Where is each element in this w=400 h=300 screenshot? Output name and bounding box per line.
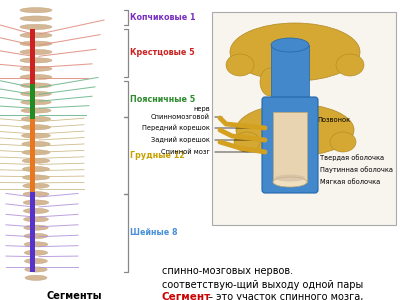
Ellipse shape (25, 259, 47, 264)
Text: Сегменты: Сегменты (46, 291, 102, 300)
Bar (30, 28, 35, 84)
Text: Копчиковые 1: Копчиковые 1 (130, 13, 196, 22)
Bar (30, 118, 35, 192)
Text: Задний корешок: Задний корешок (151, 137, 210, 143)
Ellipse shape (21, 108, 51, 113)
Ellipse shape (22, 133, 50, 138)
Ellipse shape (271, 38, 309, 52)
Text: спинно-мозговых нервов.: спинно-мозговых нервов. (162, 266, 293, 277)
Text: Передний корешок: Передний корешок (142, 125, 210, 131)
Text: Паутинная оболочка: Паутинная оболочка (320, 167, 393, 173)
FancyBboxPatch shape (262, 97, 318, 193)
Ellipse shape (24, 225, 48, 230)
Text: Шейные 8: Шейные 8 (130, 228, 178, 237)
Ellipse shape (336, 54, 364, 76)
Ellipse shape (275, 175, 305, 182)
Bar (273, 112, 307, 182)
Ellipse shape (22, 167, 50, 172)
Text: соответствую-щий выходу одной пары: соответствую-щий выходу одной пары (162, 280, 363, 290)
Text: Спинномозговой: Спинномозговой (151, 114, 210, 120)
Text: Сегмент: Сегмент (162, 292, 211, 300)
Ellipse shape (23, 192, 49, 197)
Ellipse shape (20, 33, 52, 38)
Ellipse shape (22, 150, 50, 155)
Ellipse shape (20, 58, 52, 63)
Ellipse shape (24, 250, 48, 255)
Text: Грудные 12: Грудные 12 (130, 152, 185, 160)
Ellipse shape (22, 175, 50, 180)
Text: Позвонок: Позвонок (317, 117, 350, 123)
Ellipse shape (24, 233, 48, 238)
Ellipse shape (20, 74, 52, 80)
Text: Спинной мозг: Спинной мозг (161, 149, 210, 155)
Ellipse shape (330, 132, 356, 152)
Ellipse shape (230, 23, 360, 81)
Ellipse shape (20, 24, 52, 29)
Ellipse shape (21, 91, 51, 96)
Ellipse shape (25, 275, 47, 280)
Ellipse shape (20, 41, 52, 46)
Ellipse shape (22, 125, 50, 130)
Text: Мягкая оболочка: Мягкая оболочка (320, 179, 380, 185)
Ellipse shape (24, 242, 48, 247)
Bar (30, 192, 35, 272)
Ellipse shape (236, 104, 354, 156)
Ellipse shape (23, 183, 49, 188)
Ellipse shape (234, 132, 260, 152)
Ellipse shape (20, 8, 52, 13)
Text: – это участок спинного мозга,: – это участок спинного мозга, (205, 292, 363, 300)
Ellipse shape (20, 66, 52, 71)
Bar (212, 12, 396, 225)
Ellipse shape (24, 217, 48, 222)
Ellipse shape (21, 100, 51, 105)
Bar (271, 45, 309, 100)
Ellipse shape (273, 177, 307, 187)
Ellipse shape (260, 68, 280, 96)
Ellipse shape (20, 16, 52, 21)
Text: Твердая оболочка: Твердая оболочка (320, 154, 384, 161)
Ellipse shape (226, 54, 254, 76)
Ellipse shape (23, 200, 49, 205)
Bar (30, 84, 35, 119)
Text: Поясничные 5: Поясничные 5 (130, 94, 195, 103)
Ellipse shape (23, 208, 49, 214)
Ellipse shape (20, 83, 52, 88)
Ellipse shape (22, 141, 50, 147)
Text: Крестцовые 5: Крестцовые 5 (130, 48, 195, 57)
Text: нерв: нерв (193, 106, 210, 112)
Ellipse shape (21, 116, 51, 122)
Ellipse shape (25, 267, 47, 272)
Ellipse shape (20, 50, 52, 55)
Ellipse shape (22, 158, 50, 163)
